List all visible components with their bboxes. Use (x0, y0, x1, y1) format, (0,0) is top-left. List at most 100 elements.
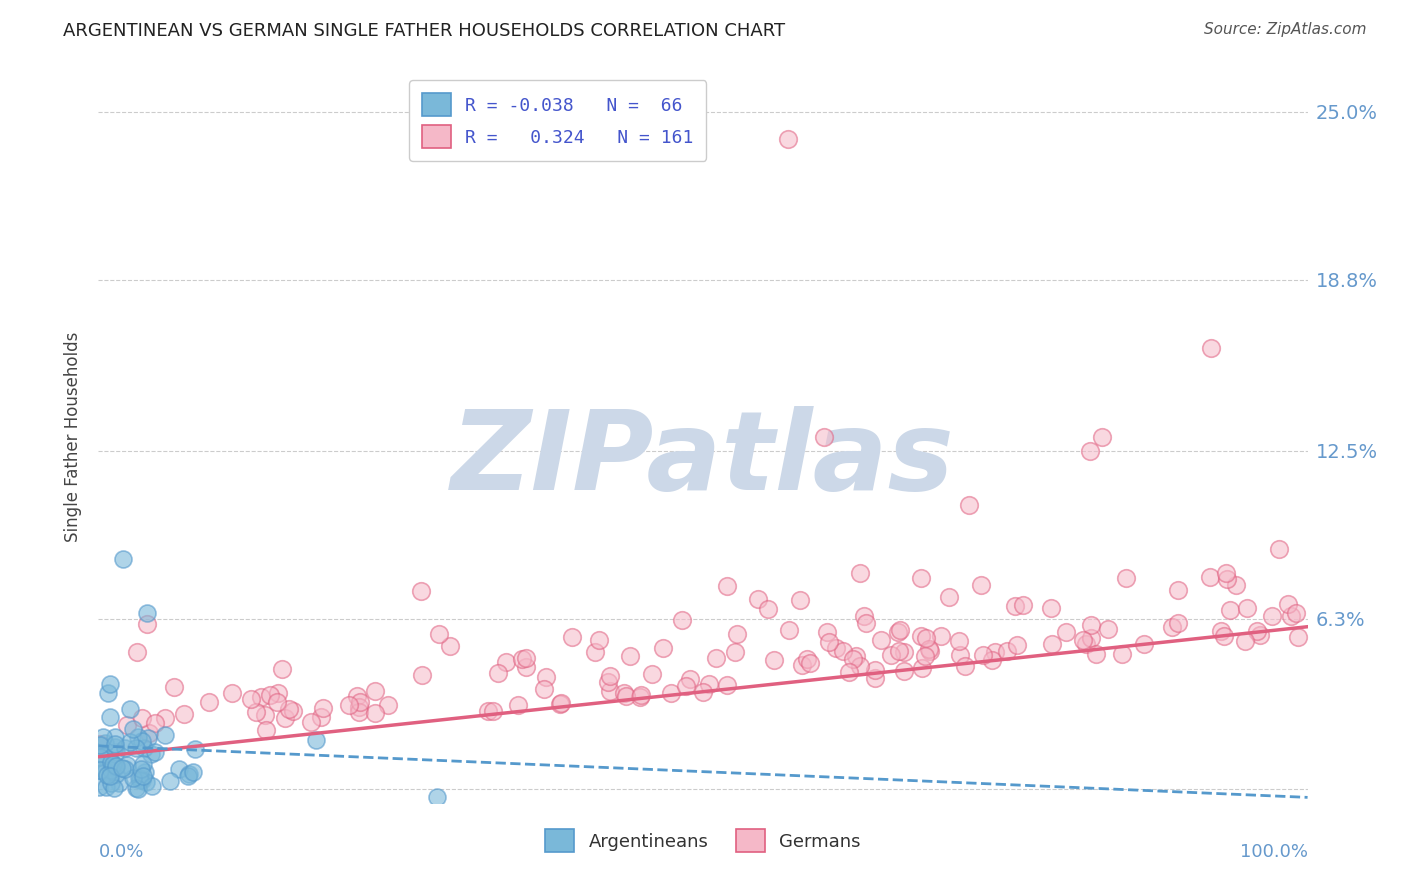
Point (349, 706, 371, 720)
Point (98, 769, 121, 783)
Point (108, 776, 131, 790)
Point (132, 769, 155, 783)
Point (169, 762, 191, 776)
Point (477, 704, 499, 718)
Point (679, 672, 702, 686)
Point (104, 730, 127, 744)
Point (426, 790, 449, 805)
Point (789, 592, 811, 607)
Point (508, 698, 530, 712)
Point (561, 630, 583, 644)
Point (1074, 637, 1097, 651)
Point (697, 677, 720, 691)
Point (131, 711, 153, 725)
Point (889, 624, 911, 638)
Point (98, 677, 121, 691)
Text: Source: ZipAtlas.com: Source: ZipAtlas.com (1204, 22, 1367, 37)
Point (118, 735, 141, 749)
Point (93, 763, 115, 777)
Point (96, 780, 118, 794)
Point (1080, 617, 1102, 632)
Point (880, 648, 903, 662)
Point (1236, 601, 1258, 615)
Point (1080, 632, 1102, 646)
Point (887, 644, 910, 658)
Point (914, 649, 936, 664)
Point (136, 731, 159, 746)
Point (1012, 599, 1035, 613)
Point (842, 652, 865, 666)
Point (1111, 647, 1133, 661)
Point (1133, 637, 1156, 651)
Point (125, 741, 148, 756)
Point (790, 658, 813, 673)
Text: 100.0%: 100.0% (1240, 843, 1308, 861)
Point (153, 728, 176, 742)
Point (813, 430, 835, 444)
Point (515, 650, 537, 665)
Point (141, 747, 163, 761)
Point (938, 590, 960, 604)
Point (995, 644, 1018, 658)
Point (135, 606, 157, 620)
Point (1167, 615, 1189, 630)
Point (704, 651, 727, 665)
Point (838, 665, 860, 679)
Point (141, 779, 163, 793)
Point (94, 736, 117, 750)
Point (115, 718, 138, 732)
Point (1216, 572, 1239, 586)
Point (93, 748, 115, 763)
Point (89, 763, 111, 777)
Point (101, 757, 124, 772)
Point (984, 645, 1007, 659)
Point (1078, 443, 1101, 458)
Y-axis label: Single Father Households: Single Father Households (65, 332, 83, 542)
Point (641, 666, 664, 681)
Point (132, 756, 155, 771)
Point (111, 552, 134, 566)
Point (630, 688, 652, 702)
Point (173, 707, 195, 722)
Point (163, 681, 186, 695)
Point (692, 685, 714, 699)
Point (98, 710, 121, 724)
Point (153, 711, 176, 725)
Point (515, 660, 537, 674)
Point (125, 780, 148, 795)
Point (614, 690, 637, 704)
Point (239, 691, 262, 706)
Point (948, 634, 970, 648)
Point (599, 669, 621, 683)
Point (619, 648, 641, 663)
Point (96, 768, 118, 782)
Point (893, 645, 915, 659)
Point (104, 745, 127, 759)
Point (131, 762, 153, 776)
Point (949, 648, 972, 663)
Point (1225, 577, 1247, 591)
Point (495, 655, 517, 669)
Point (1198, 570, 1220, 584)
Point (254, 723, 277, 738)
Point (716, 678, 738, 692)
Point (1209, 624, 1232, 638)
Point (271, 662, 294, 676)
Point (266, 695, 288, 709)
Point (299, 714, 322, 729)
Point (1040, 600, 1063, 615)
Point (1284, 606, 1306, 620)
Point (127, 781, 149, 796)
Point (724, 645, 747, 659)
Point (918, 644, 941, 658)
Point (957, 498, 980, 512)
Point (221, 686, 243, 700)
Point (105, 758, 128, 772)
Point (100, 776, 122, 790)
Point (1215, 566, 1237, 581)
Point (1071, 633, 1094, 648)
Point (118, 702, 141, 716)
Point (427, 627, 450, 641)
Point (312, 700, 335, 714)
Point (267, 686, 290, 700)
